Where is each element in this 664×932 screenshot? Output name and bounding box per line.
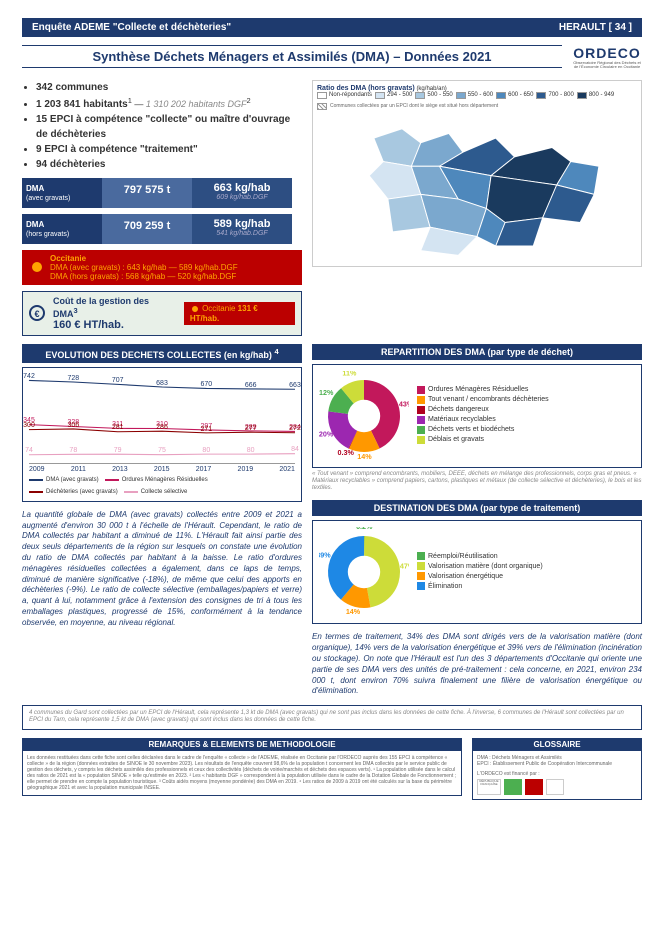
logo-ademe — [504, 779, 522, 795]
key-facts: 342 communes 1 203 841 habitants1 — 1 31… — [22, 80, 302, 172]
map-legend: Non-répondants294 - 500500 - 550550 - 60… — [317, 92, 614, 99]
svg-text:14%: 14% — [346, 607, 361, 616]
evolution-chart: 7427287076836706666633453283113102972892… — [22, 367, 302, 502]
header-bar: Enquête ADEME "Collecte et déchèteries" … — [22, 18, 642, 37]
map-box: Ratio des DMA (hors gravats) (kg/hab/an)… — [312, 80, 642, 267]
occitanie-comparison: Occitanie DMA (avec gravats) : 643 kg/ha… — [22, 250, 302, 285]
svg-text:14%: 14% — [357, 452, 372, 461]
svg-text:39%: 39% — [319, 551, 331, 560]
glossary-section: GLOSSAIRE DMA : Déchets Ménagers et Assi… — [472, 738, 642, 800]
svg-text:43%: 43% — [399, 399, 409, 408]
destination-header: DESTINATION DES DMA (par type de traitem… — [312, 500, 642, 516]
repartition-note: « Tout venant » comprend encombrants, mo… — [312, 471, 642, 493]
dma-hors-gravats: DMA(hors gravats) 709 259 t 589 kg/hab54… — [22, 214, 302, 244]
logo-occitanie — [525, 779, 543, 795]
series-legend: DMA (avec gravats)Ordures Ménagères Rési… — [29, 477, 295, 495]
occitanie-icon — [30, 260, 44, 274]
remarks-section: REMARQUES & ELEMENTS DE METHODOLOGIE Les… — [22, 738, 462, 800]
svg-text:0.2%: 0.2% — [356, 527, 373, 531]
logo-republique: RÉPUBLIQUE FRANÇAISE — [477, 779, 501, 795]
svg-text:12%: 12% — [319, 388, 334, 397]
logo-subtitle: Observatoire Régional des Déchets et de … — [572, 61, 642, 70]
euro-icon: € — [29, 305, 45, 321]
page-title: Synthèse Déchets Ménagers et Assimilés (… — [22, 45, 562, 68]
svg-text:0.3%: 0.3% — [337, 448, 354, 457]
repartition-chart: 43%14%0.3%20%12%11% Ordures Ménagères Ré… — [312, 364, 642, 468]
svg-text:20%: 20% — [319, 429, 334, 438]
logo: ORDECO Observatoire Régional des Déchets… — [572, 45, 642, 70]
region-code: HERAULT [ 34 ] — [559, 22, 632, 33]
repartition-header: REPARTITION DES DMA (par type de déchet) — [312, 344, 642, 360]
logo-other — [546, 779, 564, 795]
footnote: 4 communes du Gard sont collectées par u… — [22, 705, 642, 729]
evolution-header: EVOLUTION DES DECHETS COLLECTES (en kg/h… — [22, 344, 302, 363]
survey-name: Enquête ADEME "Collecte et déchèteries" — [32, 22, 231, 33]
analysis-1: La quantité globale de DMA (avec gravats… — [22, 510, 302, 629]
logo-text: ORDECO — [572, 45, 642, 61]
dma-avec-gravats: DMA(avec gravats) 797 575 t 663 kg/hab60… — [22, 178, 302, 208]
destination-chart: 0.2%47%14%39% Réemploi/RéutilisationValo… — [312, 520, 642, 624]
analysis-2: En termes de traitement, 34% des DMA son… — [312, 632, 642, 697]
svg-text:47%: 47% — [400, 562, 409, 571]
years-axis: 2009201120132015201720192021 — [29, 466, 295, 473]
herault-map — [317, 110, 637, 260]
cost-box: € Coût de la gestion des DMA3160 € HT/ha… — [22, 291, 302, 336]
svg-text:11%: 11% — [342, 371, 357, 377]
